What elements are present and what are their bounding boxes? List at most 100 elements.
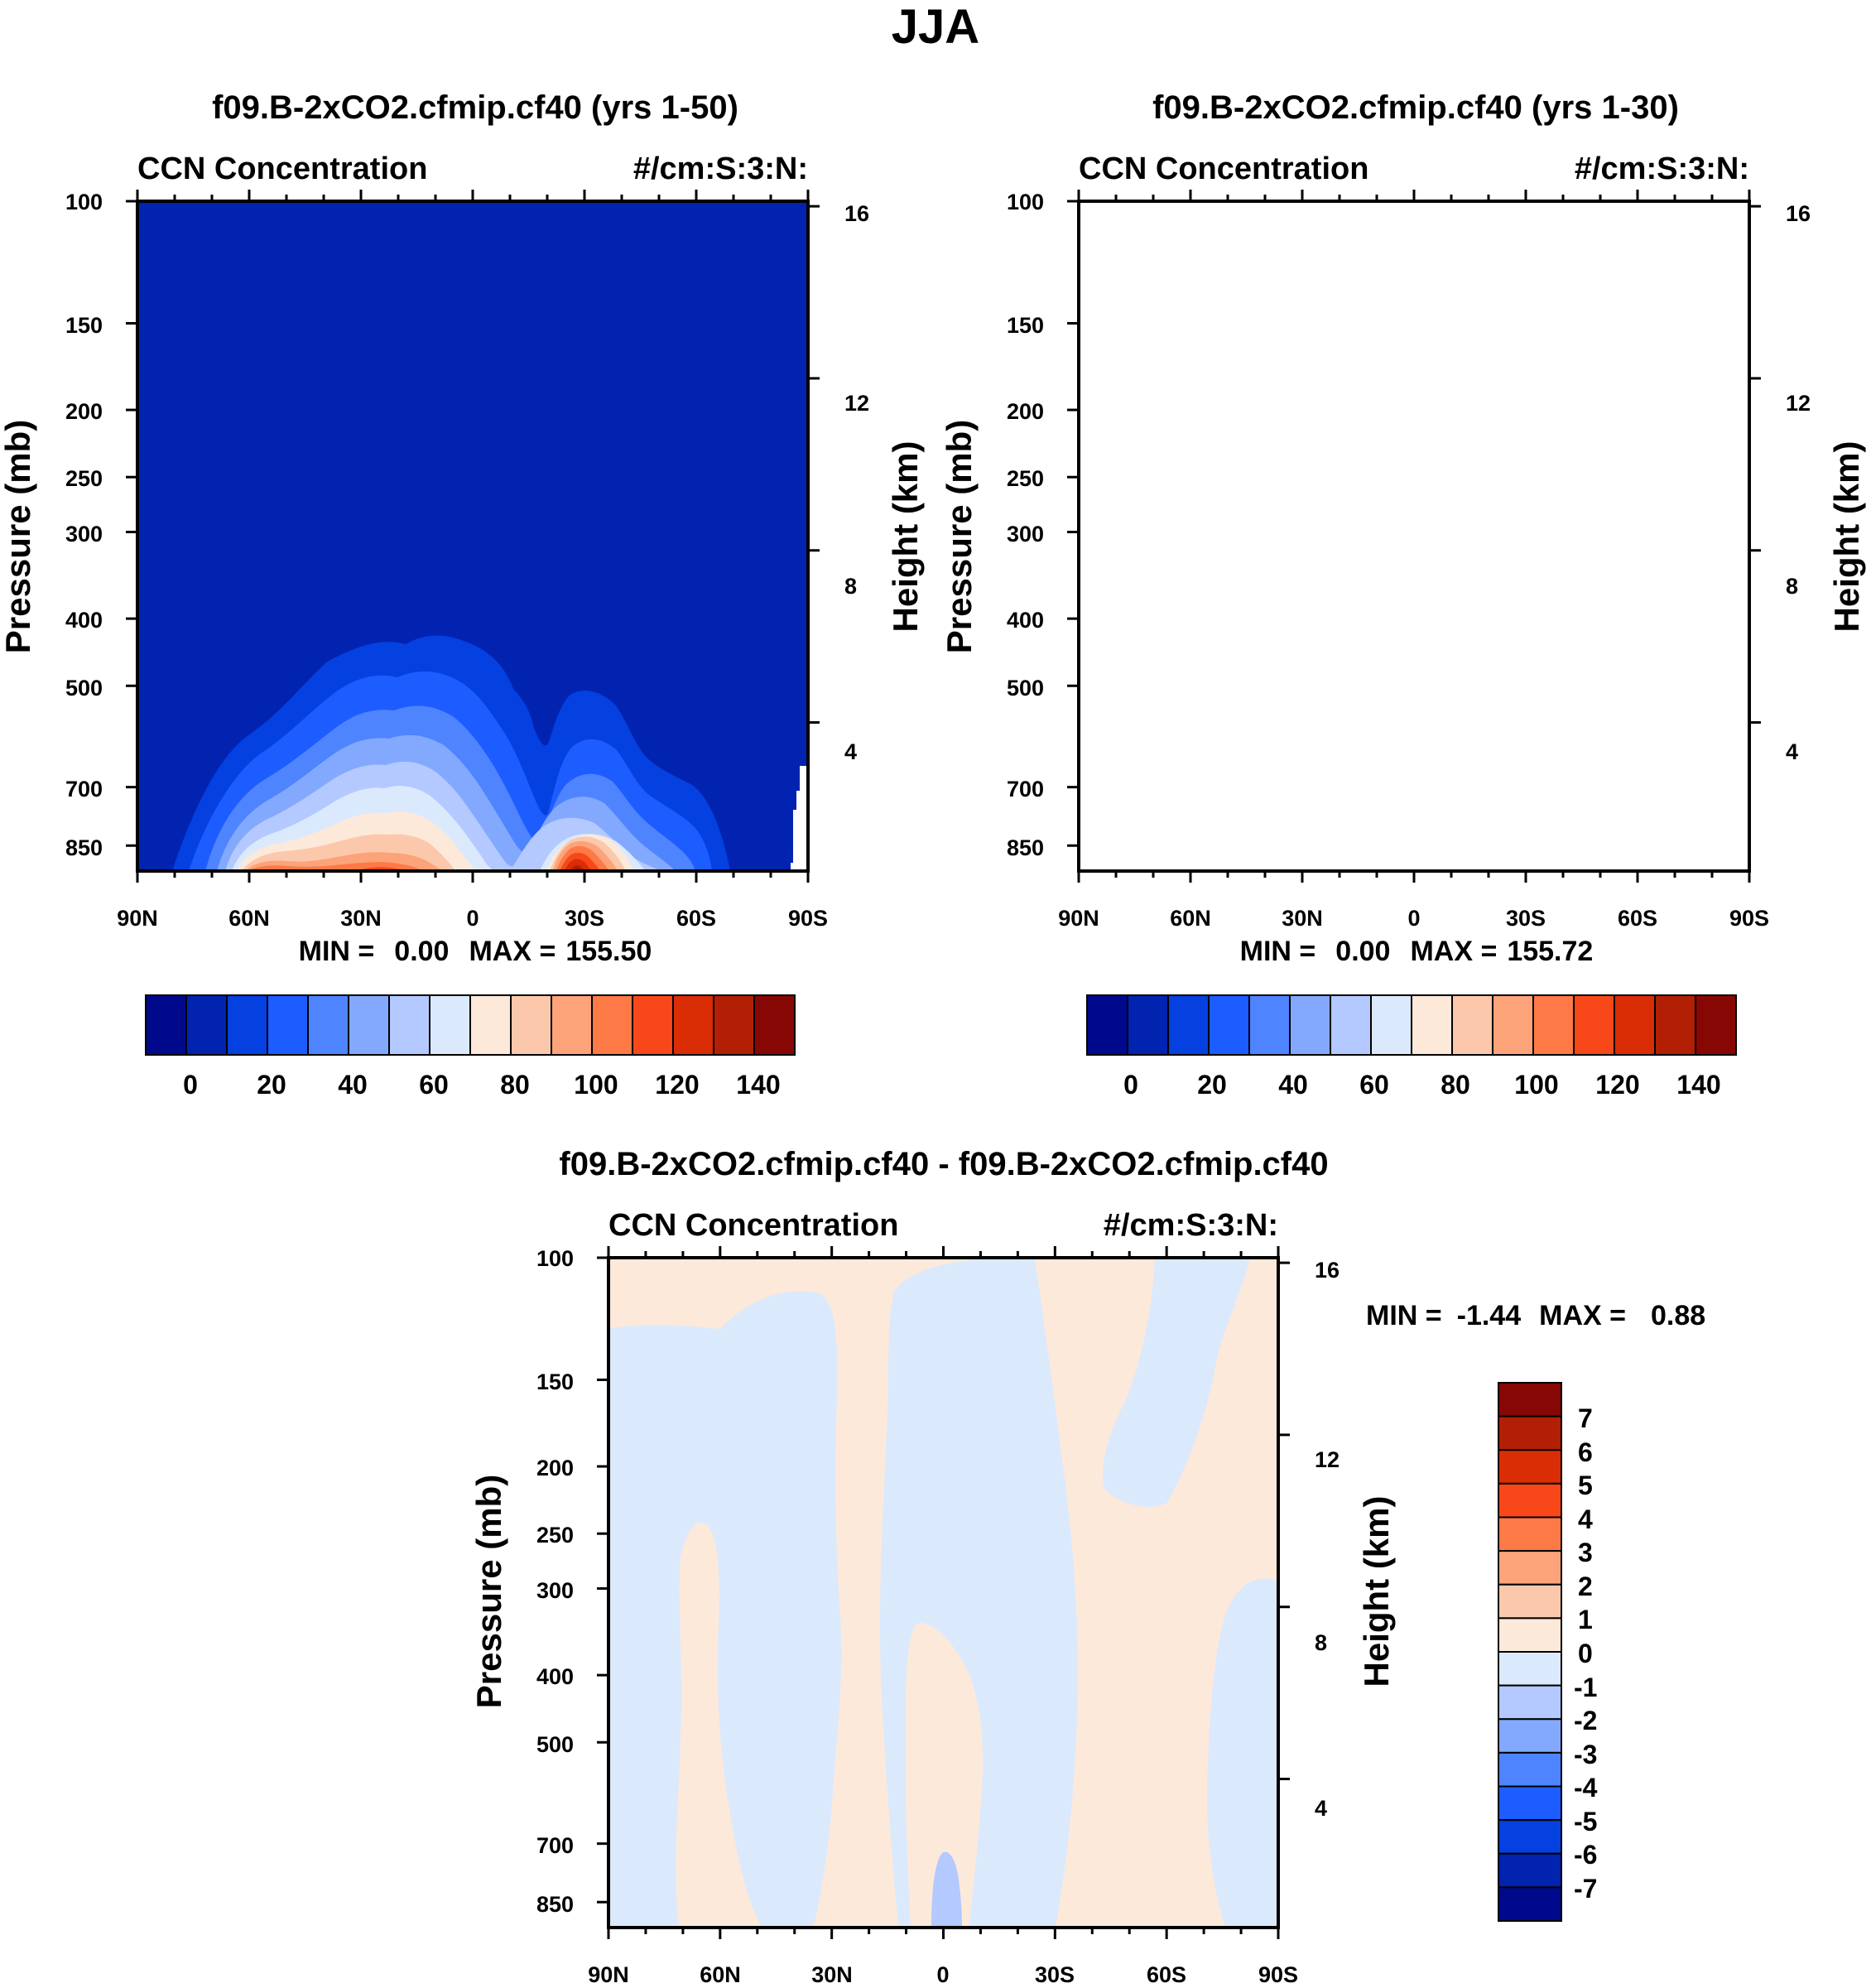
panel-3-x-tick-label: 90N — [588, 1962, 629, 1987]
panel-1-colorbar — [145, 994, 796, 1056]
colorbar-box — [1498, 1684, 1562, 1721]
panel-1-fill-level-110 — [248, 846, 609, 871]
colorbar-box — [551, 994, 593, 1056]
panel-2-x-tick-label: 60S — [1618, 906, 1657, 931]
panel-2-x-tick-labels: 90N 60N 30N 0 30S 60S 90S — [1058, 906, 1769, 931]
colorbar-box — [1498, 1449, 1562, 1485]
panel-1-y-tick-label: 700 — [65, 777, 103, 801]
colorbar-box — [145, 994, 187, 1056]
panel-1-ticks — [126, 190, 820, 883]
panel-2-left-string: CCN Concentration — [1079, 152, 1368, 186]
colorbar-box — [1492, 994, 1534, 1056]
panel-3-fill-negative-southeast-lower — [1206, 1578, 1278, 1928]
panel-3-fill-positive-central-band — [905, 1623, 984, 1928]
panel-2-x-tick-label: 30S — [1506, 906, 1546, 931]
panel-2-min-max: MIN = 0.00 MAX = 155.72 — [1240, 936, 1594, 967]
panel-2-x-tick-label: 30N — [1282, 906, 1323, 931]
panel-3-y-tick-label: 250 — [536, 1523, 574, 1548]
panel-3-x-tick-label: 60N — [700, 1962, 741, 1987]
colorbar-box — [1289, 994, 1331, 1056]
panel-3-colorbar-label: 4 — [1578, 1504, 1593, 1534]
panel-3-x-tick-label: 60S — [1147, 1962, 1186, 1987]
panel-3-y-tick-label: 500 — [536, 1732, 574, 1757]
panel-3-height-tick-label: 4 — [1315, 1796, 1327, 1821]
colorbar-box — [1654, 994, 1696, 1056]
colorbar-box — [226, 994, 268, 1056]
panel-2-title: f09.B-2xCO2.cfmip.cf40 (yrs 1-30) — [1152, 89, 1679, 126]
panel-3-colorbar-label: 6 — [1578, 1437, 1593, 1467]
panel-3-ylabel-left: Pressure (mb) — [469, 1475, 508, 1708]
panel-2-height-tick-label: 12 — [1786, 391, 1811, 416]
panel-3-x-tick-label: 30S — [1035, 1962, 1075, 1987]
colorbar-box — [510, 994, 552, 1056]
panel-3-colorbar-label: 1 — [1578, 1605, 1593, 1634]
panel-1-fill-level-100 — [245, 841, 618, 871]
panel-1-ylabel-left: Pressure (mb) — [0, 420, 37, 653]
panel-3-height-tick-label: 12 — [1315, 1447, 1340, 1472]
panel-2-fill-base — [1079, 201, 1749, 871]
panel-3-colorbar-label: 2 — [1578, 1572, 1593, 1601]
panel-3-height-tick-label: 8 — [1315, 1630, 1327, 1655]
colorbar-box — [1086, 994, 1128, 1056]
panel-1-y-tick-label: 200 — [65, 399, 103, 424]
panel-3-x-tick-label: 30N — [811, 1962, 853, 1987]
panel-3-right-string: #/cm:S:3:N: — [1104, 1208, 1278, 1243]
colorbar-box — [267, 994, 309, 1056]
panel-3-y-tick-label: 400 — [536, 1664, 574, 1689]
colorbar-box — [307, 994, 349, 1056]
panel-1-height-tick-label: 4 — [844, 739, 857, 764]
panel-2-colorbar-label: 80 — [1441, 1070, 1470, 1100]
colorbar-box — [1167, 994, 1210, 1056]
colorbar-box — [1498, 1785, 1562, 1822]
panel-2-colorbar-label: 120 — [1595, 1070, 1639, 1100]
panel-3-colorbar-label: -5 — [1574, 1807, 1597, 1836]
panel-3-colorbar-labels: 7 6 5 4 3 2 1 0 -1 -2 -3 -4 -5 -6 -7 — [1574, 1403, 1598, 1904]
panel-2-fill-level-20 — [1113, 636, 1671, 871]
panel-2-colorbar-labels: 0 20 40 60 80 100 120 140 — [1123, 1070, 1721, 1100]
panel-1-height-tick-label: 12 — [844, 391, 869, 416]
panel-2-missing-region — [1732, 766, 1749, 871]
panel-2-colorbar-label: 20 — [1197, 1070, 1227, 1100]
panel-1-min-max: MIN = 0.00 MAX = 155.50 — [299, 936, 652, 967]
panel-3-colorbar-label: 0 — [1578, 1639, 1593, 1668]
panel-2-y-tick-label: 250 — [1007, 466, 1044, 491]
panel-2-x-tick-label: 0 — [1407, 906, 1420, 931]
colorbar-box — [1498, 1550, 1562, 1586]
panel-1-y-tick-label: 150 — [65, 313, 103, 338]
colorbar-box — [1498, 1516, 1562, 1552]
panel-2-colorbar-label: 140 — [1676, 1070, 1720, 1100]
panel-2-colorbar-label: 60 — [1359, 1070, 1389, 1100]
panel-3-colorbar-label: -3 — [1574, 1740, 1597, 1769]
panel-3-colorbar-label: -1 — [1574, 1673, 1597, 1702]
colorbar-box — [1127, 994, 1169, 1056]
panel-1-colorbar-label: 100 — [574, 1070, 618, 1100]
panel-2-fill-level-110 — [1190, 846, 1551, 871]
panel-2-ticks — [1067, 190, 1761, 883]
panel-1-x-tick-label: 0 — [466, 906, 479, 931]
panel-2-fill-level-80 — [1178, 811, 1575, 871]
panel-1-x-tick-label: 60N — [228, 906, 270, 931]
panel-3-colorbar-label: 3 — [1578, 1538, 1593, 1567]
panel-2-height-tick-label: 4 — [1786, 739, 1798, 764]
colorbar-box — [1498, 1482, 1562, 1519]
colorbar-box — [672, 994, 714, 1056]
panel-2-y-tick-label: 150 — [1007, 313, 1044, 338]
panel-3-min-max: MIN = -1.44 MAX = 0.88 — [1366, 1300, 1705, 1331]
colorbar-box — [469, 994, 512, 1056]
panel-3-height-tick-label: 16 — [1315, 1258, 1340, 1283]
panel-1-fill-level-130 — [565, 859, 593, 871]
colorbar-box — [753, 994, 796, 1056]
colorbar-box — [1498, 1415, 1562, 1451]
panel-3-y-tick-label: 100 — [536, 1246, 574, 1271]
panel-3-colorbar-label: -7 — [1574, 1874, 1597, 1904]
panel-2: f09.B-2xCO2.cfmip.cf40 (yrs 1-30) CCN Co… — [940, 89, 1866, 1100]
colorbar-box — [1498, 1583, 1562, 1620]
panel-2-y-left-tick-labels: 100 150 200 250 300 400 500 700 850 — [1007, 190, 1044, 860]
panel-3-y-left-tick-labels: 100 150 200 250 300 400 500 700 850 — [536, 1246, 574, 1917]
colorbar-box — [348, 994, 390, 1056]
panel-1-x-tick-label: 30S — [565, 906, 604, 931]
panel-1-y-tick-label: 850 — [65, 835, 103, 860]
panel-2-colorbar-label: 100 — [1514, 1070, 1558, 1100]
colorbar-box — [632, 994, 674, 1056]
